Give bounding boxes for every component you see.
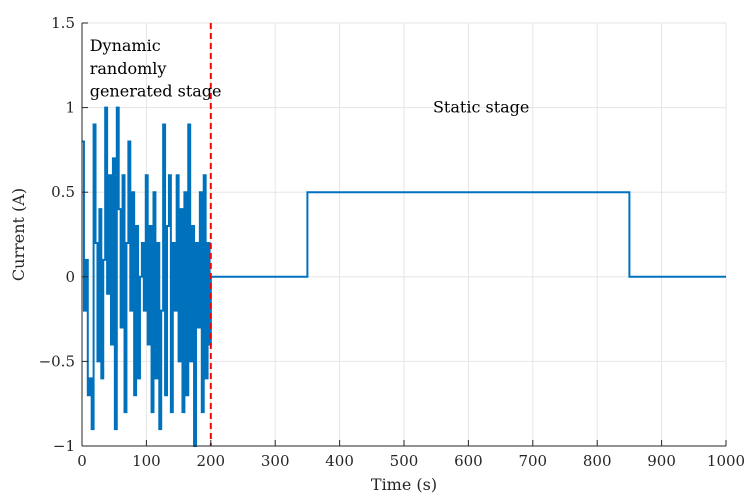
y-tick-label-1: −0.5 — [39, 352, 75, 370]
tick-labels: 0 100 200 300 400 500 600 700 800 900 1000 −1 −0.5 0 0… — [39, 14, 746, 470]
y-tick-label-2: 0 — [65, 268, 75, 286]
x-tick-label-3: 300 — [261, 452, 290, 470]
x-tick-label-4: 400 — [325, 452, 354, 470]
x-tick-label-8: 800 — [583, 452, 612, 470]
annotation-text-0: Dynamic — [90, 36, 161, 55]
y-axis-label: Current (A) — [9, 188, 28, 281]
x-tick-label-1: 100 — [132, 452, 161, 470]
x-tick-label-0: 0 — [77, 452, 87, 470]
series-line-0 — [82, 106, 726, 447]
annotation-text-2: generated stage — [90, 82, 222, 101]
x-axis-label: Time (s) — [371, 475, 437, 494]
x-tick-label-5: 500 — [390, 452, 419, 470]
x-tick-label-2: 200 — [196, 452, 225, 470]
axes — [81, 22, 727, 447]
x-tick-label-7: 700 — [518, 452, 547, 470]
annotation-text-1: randomly — [90, 59, 167, 78]
x-tick-label-6: 600 — [454, 452, 483, 470]
x-tick-label-10: 1000 — [707, 452, 745, 470]
y-tick-label-5: 1.5 — [51, 14, 75, 32]
annotations: Dynamic randomly generated stage Static sta… — [90, 36, 530, 117]
x-tick-label-9: 900 — [647, 452, 676, 470]
y-tick-label-0: −1 — [53, 437, 75, 455]
annotation-text-3: Static stage — [433, 98, 529, 117]
y-tick-label-3: 0.5 — [51, 183, 75, 201]
series-layer — [82, 106, 726, 447]
y-tick-label-4: 1 — [65, 99, 75, 117]
